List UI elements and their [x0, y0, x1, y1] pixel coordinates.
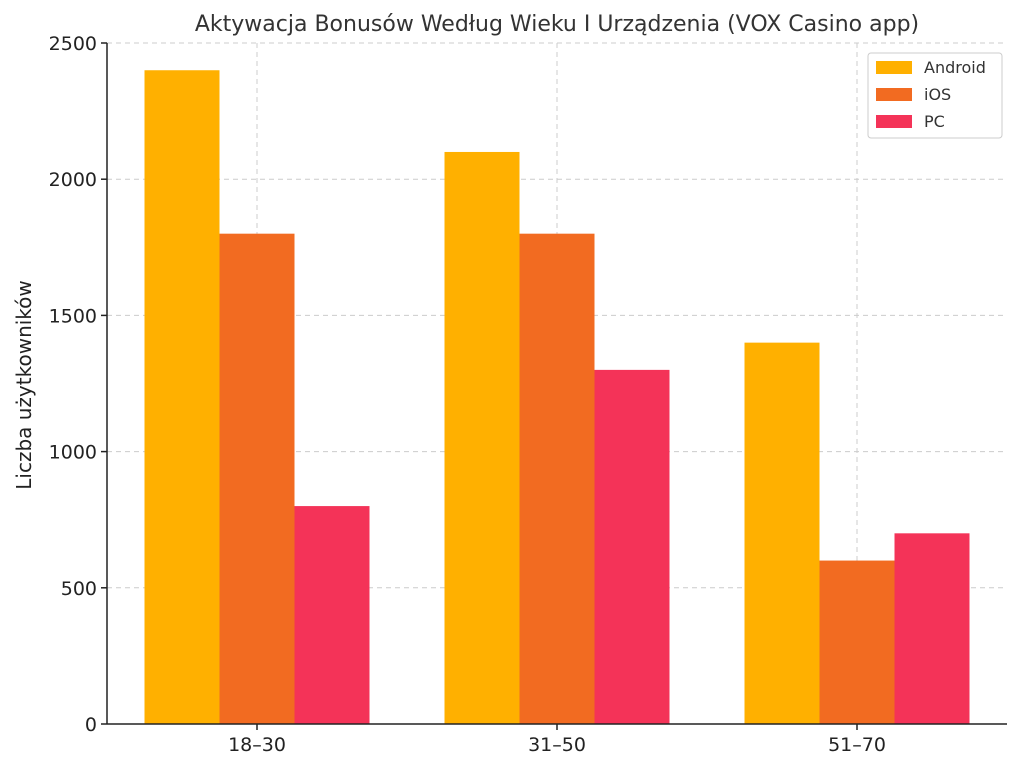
- y-tick-label: 2000: [49, 169, 97, 191]
- legend-label: iOS: [924, 85, 951, 104]
- y-tick-label: 500: [61, 578, 97, 600]
- bars: [144, 70, 970, 725]
- y-tick-label: 2500: [49, 33, 97, 55]
- chart-title: Aktywacja Bonusów Według Wieku I Urządze…: [195, 12, 919, 37]
- y-axis-label: Liczba użytkowników: [12, 280, 36, 490]
- legend-swatch: [876, 61, 912, 74]
- legend-label: Android: [924, 58, 986, 77]
- x-tick-label: 31–50: [528, 734, 586, 756]
- x-tick-label: 51–70: [828, 734, 886, 756]
- bar-android-0: [144, 70, 220, 725]
- legend-swatch: [876, 88, 912, 101]
- bar-pc-0: [294, 506, 370, 724]
- legend-label: PC: [924, 112, 945, 131]
- y-tick-label: 0: [85, 714, 97, 736]
- bar-android-2: [744, 342, 820, 724]
- x-tick-label: 18–30: [228, 734, 286, 756]
- bar-ios-0: [219, 233, 295, 724]
- bar-ios-1: [519, 233, 595, 724]
- axes: [101, 42, 1007, 730]
- bar-ios-2: [819, 560, 895, 724]
- legend-swatch: [876, 115, 912, 128]
- y-tick-label: 1000: [49, 442, 97, 464]
- bar-pc-2: [894, 533, 970, 724]
- bar-pc-1: [594, 369, 670, 724]
- legend: Android iOS PC: [867, 52, 1003, 139]
- y-tick-label: 1500: [49, 305, 97, 327]
- bar-android-1: [444, 151, 520, 724]
- tick-labels: 0 500 1000 1500 2000 2500 18–30 31–50 51–70: [49, 33, 886, 756]
